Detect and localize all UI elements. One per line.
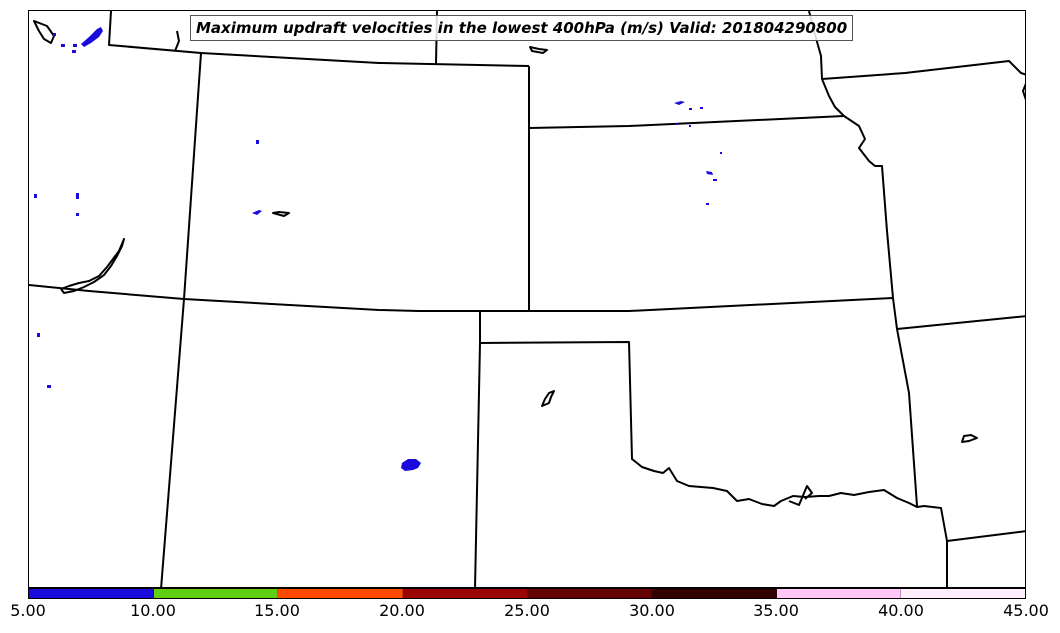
updraft-cell xyxy=(689,125,691,127)
colorbar-tick: 30.00 xyxy=(629,601,675,620)
state-border xyxy=(479,341,948,587)
colorbar-tick: 15.00 xyxy=(254,601,300,620)
updraft-cell xyxy=(47,385,51,388)
updraft-cell xyxy=(256,140,259,144)
lake-outline xyxy=(961,434,978,443)
updraft-cell xyxy=(706,203,709,205)
colorbar-tick: 5.00 xyxy=(10,601,46,620)
state-border xyxy=(892,297,918,507)
updraft-cell xyxy=(53,33,56,36)
updraft-cell xyxy=(252,210,262,215)
state-border xyxy=(896,315,1025,330)
lake-outline xyxy=(529,46,548,54)
updraft-cell xyxy=(700,107,703,109)
updraft-cell xyxy=(37,333,40,337)
state-border xyxy=(528,115,845,129)
colorbar-tick: 45.00 xyxy=(1003,601,1049,620)
colorbar-tick: 25.00 xyxy=(504,601,550,620)
state-border xyxy=(29,284,529,312)
updraft-cell xyxy=(713,179,717,181)
state-border xyxy=(183,52,202,300)
colorbar-tick: 20.00 xyxy=(379,601,425,620)
updraft-cell xyxy=(76,193,79,199)
river-border xyxy=(788,485,813,506)
lake-outline xyxy=(541,390,555,407)
colorbar-segment xyxy=(153,589,279,598)
updraft-cell xyxy=(675,123,678,125)
updraft-cell xyxy=(720,152,722,154)
colorbar-segment xyxy=(901,589,1025,598)
state-border xyxy=(160,298,185,587)
lake-outline xyxy=(33,20,55,44)
map-canvas xyxy=(29,11,1025,587)
colorbar-tick: 10.00 xyxy=(130,601,176,620)
state-border xyxy=(1022,83,1025,101)
state-border xyxy=(946,530,1025,542)
colorbar-segment xyxy=(29,589,154,598)
state-border xyxy=(821,60,1025,80)
lake-outline xyxy=(174,30,180,52)
updraft-cell xyxy=(72,50,76,53)
updraft-cells xyxy=(34,27,722,471)
colorbar-tick-labels: 5.00 10.00 15.00 20.00 25.00 30.00 35.00… xyxy=(0,601,1060,629)
updraft-cell xyxy=(401,459,421,471)
colorbar-tick: 35.00 xyxy=(753,601,799,620)
colorbar-segment xyxy=(776,589,902,598)
updraft-cell xyxy=(73,44,77,47)
state-border xyxy=(529,297,894,312)
colorbar-segment xyxy=(527,589,653,598)
colorbar xyxy=(28,588,1026,599)
state-border xyxy=(474,311,481,587)
updraft-cell xyxy=(706,171,713,175)
colorbar-tick: 40.00 xyxy=(878,601,924,620)
colorbar-segment xyxy=(402,589,528,598)
map-title: Maximum updraft velocities in the lowest… xyxy=(190,15,854,41)
updraft-cell xyxy=(34,194,37,198)
lake-outline xyxy=(272,211,290,217)
updraft-cell xyxy=(76,213,79,216)
updraft-cell xyxy=(674,101,685,105)
colorbar-segment xyxy=(652,589,777,598)
lake-outline xyxy=(60,238,125,294)
colorbar-segment xyxy=(278,589,403,598)
state-border xyxy=(808,11,894,299)
map-panel xyxy=(28,10,1026,588)
updraft-cell xyxy=(81,27,103,47)
updraft-cell xyxy=(689,108,692,110)
updraft-cell xyxy=(61,44,65,47)
